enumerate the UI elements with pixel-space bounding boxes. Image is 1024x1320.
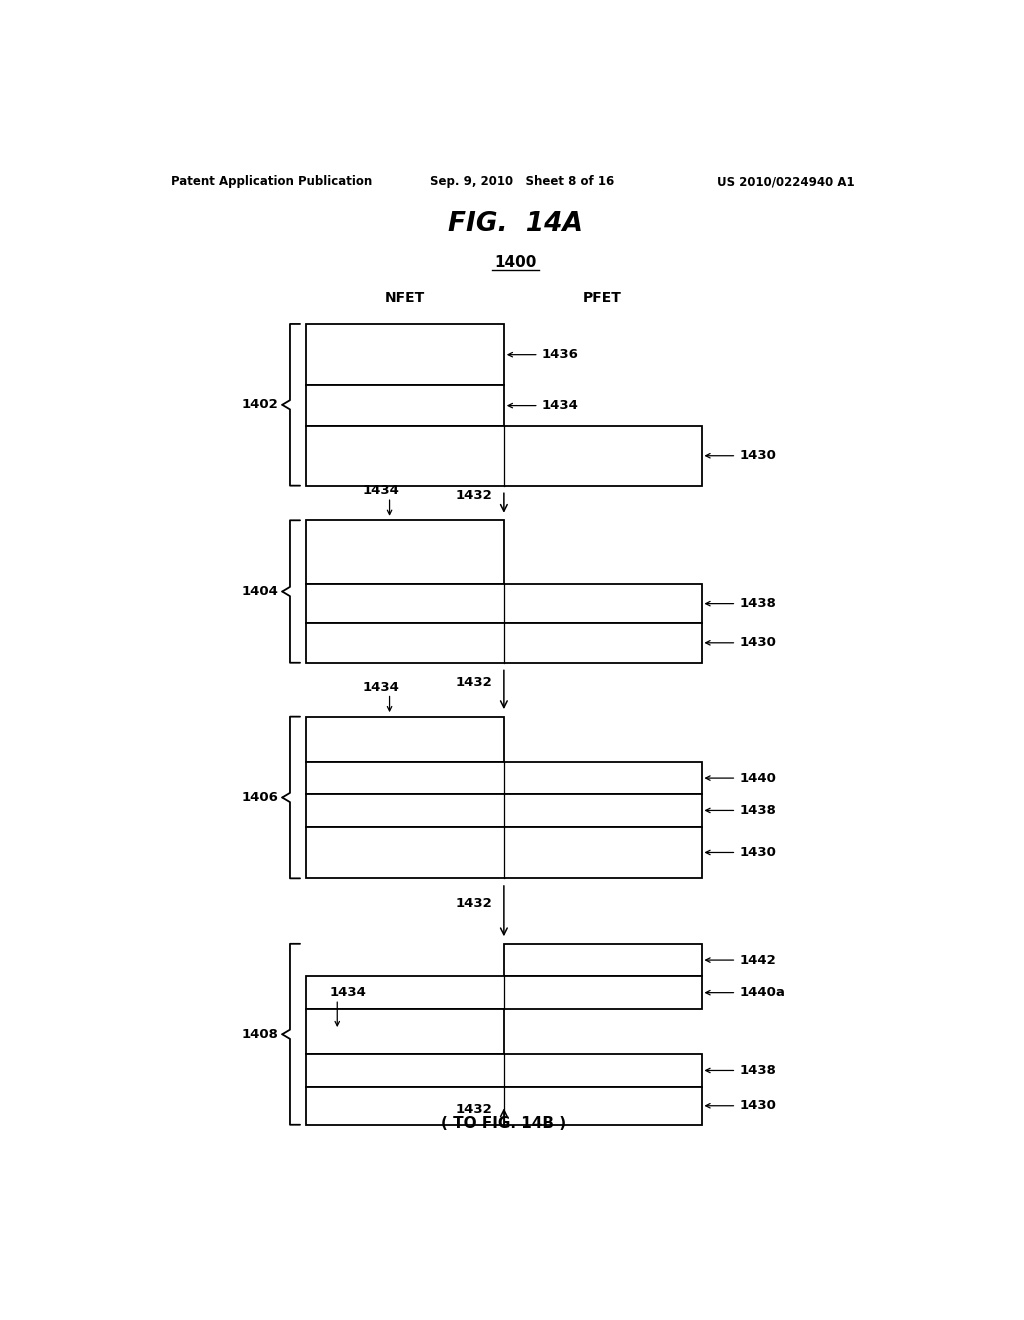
Text: 1442: 1442 bbox=[739, 953, 776, 966]
Text: 1436: 1436 bbox=[542, 348, 579, 362]
Text: FIG.  14A: FIG. 14A bbox=[449, 211, 583, 236]
Text: ( TO FIG. 14B ): ( TO FIG. 14B ) bbox=[441, 1115, 566, 1130]
Text: 1434: 1434 bbox=[542, 399, 579, 412]
Text: 1432: 1432 bbox=[456, 676, 493, 689]
Text: US 2010/0224940 A1: US 2010/0224940 A1 bbox=[717, 176, 855, 189]
Text: 1440a: 1440a bbox=[739, 986, 785, 999]
Text: 1404: 1404 bbox=[242, 585, 279, 598]
Text: 1432: 1432 bbox=[456, 488, 493, 502]
Bar bbox=[306, 385, 504, 426]
Text: 1402: 1402 bbox=[242, 399, 279, 412]
Text: 1406: 1406 bbox=[242, 791, 279, 804]
Bar bbox=[306, 1055, 701, 1086]
Text: 1434: 1434 bbox=[362, 681, 399, 693]
Text: 1408: 1408 bbox=[242, 1028, 279, 1040]
Bar bbox=[504, 944, 701, 977]
Bar bbox=[306, 323, 504, 385]
Text: Patent Application Publication: Patent Application Publication bbox=[171, 176, 372, 189]
Text: 1438: 1438 bbox=[739, 804, 776, 817]
Text: NFET: NFET bbox=[385, 290, 425, 305]
Bar bbox=[306, 717, 504, 762]
Bar bbox=[306, 977, 701, 1008]
Bar bbox=[306, 1008, 504, 1055]
Text: 1440: 1440 bbox=[739, 772, 776, 784]
Text: Sep. 9, 2010   Sheet 8 of 16: Sep. 9, 2010 Sheet 8 of 16 bbox=[430, 176, 614, 189]
Bar bbox=[306, 585, 701, 623]
Text: 1438: 1438 bbox=[739, 597, 776, 610]
Text: 1430: 1430 bbox=[739, 846, 776, 859]
Bar bbox=[306, 520, 504, 585]
Text: 1434: 1434 bbox=[362, 484, 399, 498]
Bar bbox=[306, 1086, 701, 1125]
Bar bbox=[306, 762, 701, 795]
Text: 1430: 1430 bbox=[739, 449, 776, 462]
Bar bbox=[306, 795, 701, 826]
Text: 1438: 1438 bbox=[739, 1064, 776, 1077]
Bar bbox=[306, 826, 701, 878]
Text: PFET: PFET bbox=[584, 290, 623, 305]
Text: 1430: 1430 bbox=[739, 1100, 776, 1113]
Text: 1400: 1400 bbox=[495, 255, 537, 269]
Text: 1432: 1432 bbox=[456, 896, 493, 909]
Text: 1434: 1434 bbox=[330, 986, 367, 999]
Text: 1432: 1432 bbox=[456, 1102, 493, 1115]
Text: 1430: 1430 bbox=[739, 636, 776, 649]
Bar bbox=[306, 623, 701, 663]
Bar bbox=[306, 426, 701, 486]
